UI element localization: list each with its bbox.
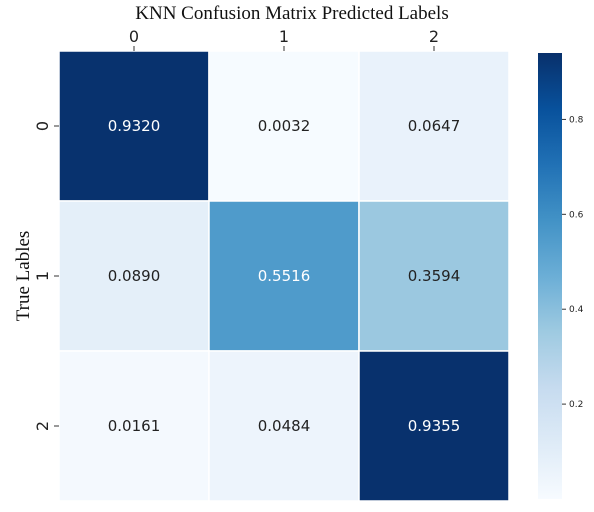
cell-value-label: 0.0032 <box>258 117 311 135</box>
colorbar-tick-label: 0.8 <box>569 115 584 125</box>
heatmap-cell <box>358 200 510 352</box>
y-tick-label: 2 <box>33 421 52 431</box>
heatmap-grid: 0.9320 0.0032 0.0647 0.0890 0.5516 0.3594 0.01… <box>58 50 510 502</box>
cell-value-label: 0.0647 <box>408 117 461 135</box>
heatmap-cell <box>208 200 360 352</box>
heatmap-cell <box>208 350 360 502</box>
y-tick-label: 1 <box>33 271 52 281</box>
heatmap-cell <box>58 50 210 202</box>
y-tick-label: 0 <box>33 121 52 131</box>
cell-value-label: 0.5516 <box>258 267 311 285</box>
colorbar-tick-label: 0.4 <box>569 305 584 315</box>
x-tick-label: 2 <box>429 27 439 46</box>
cell-value-label: 0.9320 <box>108 117 161 135</box>
y-axis-label: True Lables <box>13 231 34 322</box>
cell-value-label: 0.3594 <box>408 267 461 285</box>
cell-value-label: 0.0890 <box>108 267 161 285</box>
chart-title: KNN Confusion Matrix Predicted Labels <box>135 3 448 24</box>
colorbar: 0.2 0.4 0.6 0.8 <box>538 53 584 499</box>
cell-value-label: 0.0161 <box>108 417 161 435</box>
heatmap-cell <box>208 50 360 202</box>
colorbar-tick-label: 0.6 <box>569 210 584 220</box>
colorbar-tick-label: 0.2 <box>569 400 583 410</box>
heatmap-cell <box>58 200 210 352</box>
colorbar-gradient <box>538 53 562 499</box>
x-axis-ticks: 0 1 2 <box>129 27 439 51</box>
y-axis-ticks: 0 1 2 <box>33 121 59 431</box>
heatmap-cell <box>358 350 510 502</box>
cell-value-label: 0.0484 <box>258 417 311 435</box>
x-tick-label: 1 <box>279 27 289 46</box>
heatmap-cell <box>58 350 210 502</box>
cell-value-label: 0.9355 <box>408 417 461 435</box>
x-tick-label: 0 <box>129 27 139 46</box>
